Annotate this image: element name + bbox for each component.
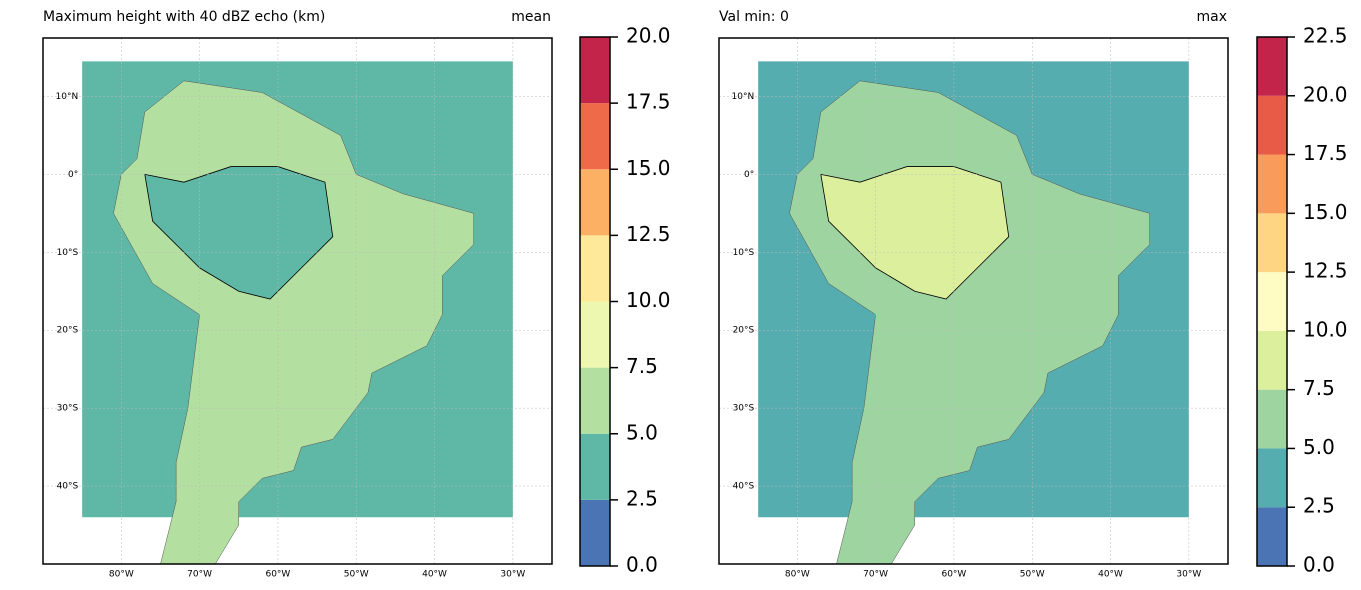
x-tick-label: 30°W <box>500 570 525 580</box>
basin-field <box>820 166 1010 300</box>
panel-stat: mean <box>511 9 551 25</box>
colorbar-tick-label: 12.5 <box>1303 259 1348 283</box>
x-tick-label: 80°W <box>109 570 134 580</box>
colorbar-segment <box>1257 507 1287 566</box>
colorbar-segment <box>580 367 610 434</box>
y-tick-label: 10°N <box>732 92 755 102</box>
x-tick-label: 70°W <box>863 570 888 580</box>
x-tick-label: 40°W <box>1098 570 1123 580</box>
colorbar-tick-label: 17.5 <box>1303 141 1348 165</box>
y-tick-label: 30°S <box>733 404 755 414</box>
y-tick-label: 10°S <box>57 248 79 258</box>
colorbar-segment <box>1257 330 1287 390</box>
panel-title: Maximum height with 40 dBZ echo (km) <box>43 9 325 25</box>
colorbar-segment <box>580 103 610 170</box>
colorbar-tick-label: 5.0 <box>1303 435 1335 459</box>
y-tick-label: 20°S <box>733 326 755 336</box>
panel-title: Val min: 0 <box>719 9 789 25</box>
colorbar-tick-label: 7.5 <box>1303 376 1335 400</box>
colorbar-tick-label: 20.0 <box>1303 82 1348 106</box>
colorbar-tick-label: 17.5 <box>626 90 671 114</box>
colorbar-tick-label: 20.0 <box>626 24 671 48</box>
colorbar-segment <box>1257 154 1287 214</box>
x-tick-label: 80°W <box>785 570 810 580</box>
colorbar-tick-label: 15.0 <box>1303 200 1348 224</box>
x-tick-label: 60°W <box>265 570 290 580</box>
y-tick-label: 10°N <box>56 92 79 102</box>
colorbar-tick-label: 0.0 <box>626 553 658 577</box>
y-tick-label: 30°S <box>57 404 79 414</box>
colorbar-segment <box>1257 95 1287 155</box>
colorbar-segment <box>580 499 610 566</box>
colorbar-tick-label: 7.5 <box>626 354 658 378</box>
colorbar-tick-label: 2.5 <box>626 486 658 510</box>
colorbar-segment <box>580 169 610 236</box>
map-frame <box>42 37 553 565</box>
colorbar-segment <box>1257 448 1287 508</box>
colorbar-tick-label: 0.0 <box>1303 553 1335 577</box>
colorbar-tick-label: 22.5 <box>1303 24 1348 48</box>
y-tick-label: 40°S <box>733 482 755 492</box>
colorbar-tick-label: 2.5 <box>1303 494 1335 518</box>
map-panel <box>758 61 1189 565</box>
y-tick-label: 10°S <box>733 248 755 258</box>
x-tick-label: 70°W <box>187 570 212 580</box>
panel-stat: max <box>1196 9 1227 25</box>
y-tick-label: 0° <box>744 170 754 180</box>
map-frame <box>718 37 1229 565</box>
x-tick-label: 60°W <box>941 570 966 580</box>
basin-field <box>144 166 334 300</box>
colorbar-segment <box>580 37 610 104</box>
map-panel <box>82 61 513 565</box>
colorbar-tick-label: 10.0 <box>626 288 671 312</box>
colorbar-segment <box>580 301 610 368</box>
colorbar-segment <box>1257 213 1287 273</box>
colorbar-frame <box>1256 36 1288 567</box>
colorbar-tick-label: 10.0 <box>1303 317 1348 341</box>
colorbar-segment <box>1257 389 1287 449</box>
colorbar-tick-label: 12.5 <box>626 222 671 246</box>
x-tick-label: 30°W <box>1176 570 1201 580</box>
colorbar-tick-label: 15.0 <box>626 156 671 180</box>
colorbar-segment <box>1257 37 1287 96</box>
y-tick-label: 40°S <box>57 482 79 492</box>
y-tick-label: 0° <box>68 170 78 180</box>
colorbar-segment <box>580 433 610 500</box>
y-tick-label: 20°S <box>57 326 79 336</box>
x-tick-label: 40°W <box>422 570 447 580</box>
colorbar-tick-label: 5.0 <box>626 420 658 444</box>
colorbar-segment <box>580 235 610 302</box>
colorbar-segment <box>1257 272 1287 331</box>
x-tick-label: 50°W <box>1020 570 1045 580</box>
x-tick-label: 50°W <box>344 570 369 580</box>
